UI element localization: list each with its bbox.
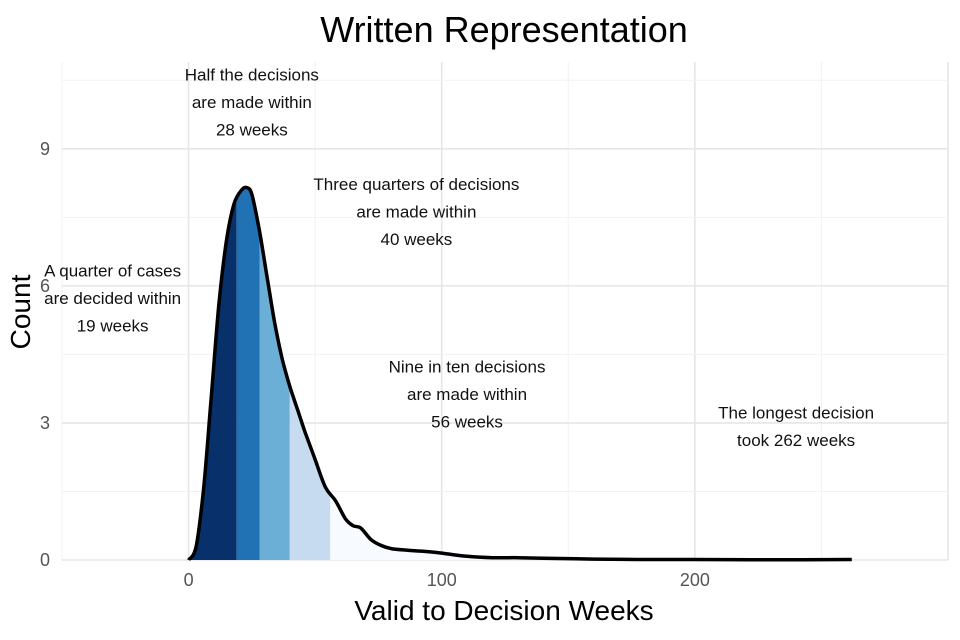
quantile-band-5 xyxy=(330,493,852,560)
density-curve-group xyxy=(187,185,852,562)
x-tick-label: 100 xyxy=(427,570,457,590)
annotation-line: 19 weeks xyxy=(77,317,149,336)
x-tick-label: 200 xyxy=(680,570,710,590)
x-tick-labels: 0 100 200 xyxy=(184,570,710,590)
annotation: Nine in ten decisions are made within 56 w… xyxy=(389,358,546,432)
quantile-band-4 xyxy=(289,386,331,560)
y-tick-label: 6 xyxy=(40,276,50,296)
y-axis-title: Count xyxy=(5,274,36,349)
quantile-band-3 xyxy=(259,231,290,560)
annotation: A quarter of cases are decided within 19 w… xyxy=(44,262,181,336)
annotation-line: are decided within xyxy=(44,289,181,308)
annotation-line: 40 weeks xyxy=(380,230,452,249)
annotation-line: are made within xyxy=(192,93,312,112)
annotation-line: are made within xyxy=(407,385,527,404)
annotation-line: are made within xyxy=(356,202,476,221)
density-curve xyxy=(187,185,852,562)
annotation-line: 56 weeks xyxy=(431,413,503,432)
annotations: A quarter of cases are decided within 19 w… xyxy=(44,65,874,450)
annotation-line: Half the decisions xyxy=(185,65,319,84)
y-tick-label: 3 xyxy=(40,413,50,433)
grid xyxy=(61,62,949,561)
quantile-bands xyxy=(188,187,852,560)
annotation: The longest decision took 262 weeks xyxy=(718,403,874,450)
quantile-band-2 xyxy=(236,187,260,560)
chart-title: Written Representation xyxy=(320,9,688,50)
quantile-band-1 xyxy=(188,199,237,560)
annotation-line: The longest decision xyxy=(718,403,874,422)
y-tick-labels: 0 3 6 9 xyxy=(40,139,50,570)
x-axis-title: Valid to Decision Weeks xyxy=(354,595,653,626)
annotation-line: 28 weeks xyxy=(216,120,288,139)
annotation-line: A quarter of cases xyxy=(44,262,181,281)
annotation-line: Nine in ten decisions xyxy=(389,358,546,377)
annotation: Half the decisions are made within 28 week… xyxy=(185,65,319,139)
y-tick-label: 0 xyxy=(40,550,50,570)
annotation: Three quarters of decisions are made with… xyxy=(313,175,519,249)
annotation-line: took 262 weeks xyxy=(737,431,855,450)
x-tick-label: 0 xyxy=(184,570,194,590)
annotation-line: Three quarters of decisions xyxy=(313,175,519,194)
y-tick-label: 9 xyxy=(40,139,50,159)
